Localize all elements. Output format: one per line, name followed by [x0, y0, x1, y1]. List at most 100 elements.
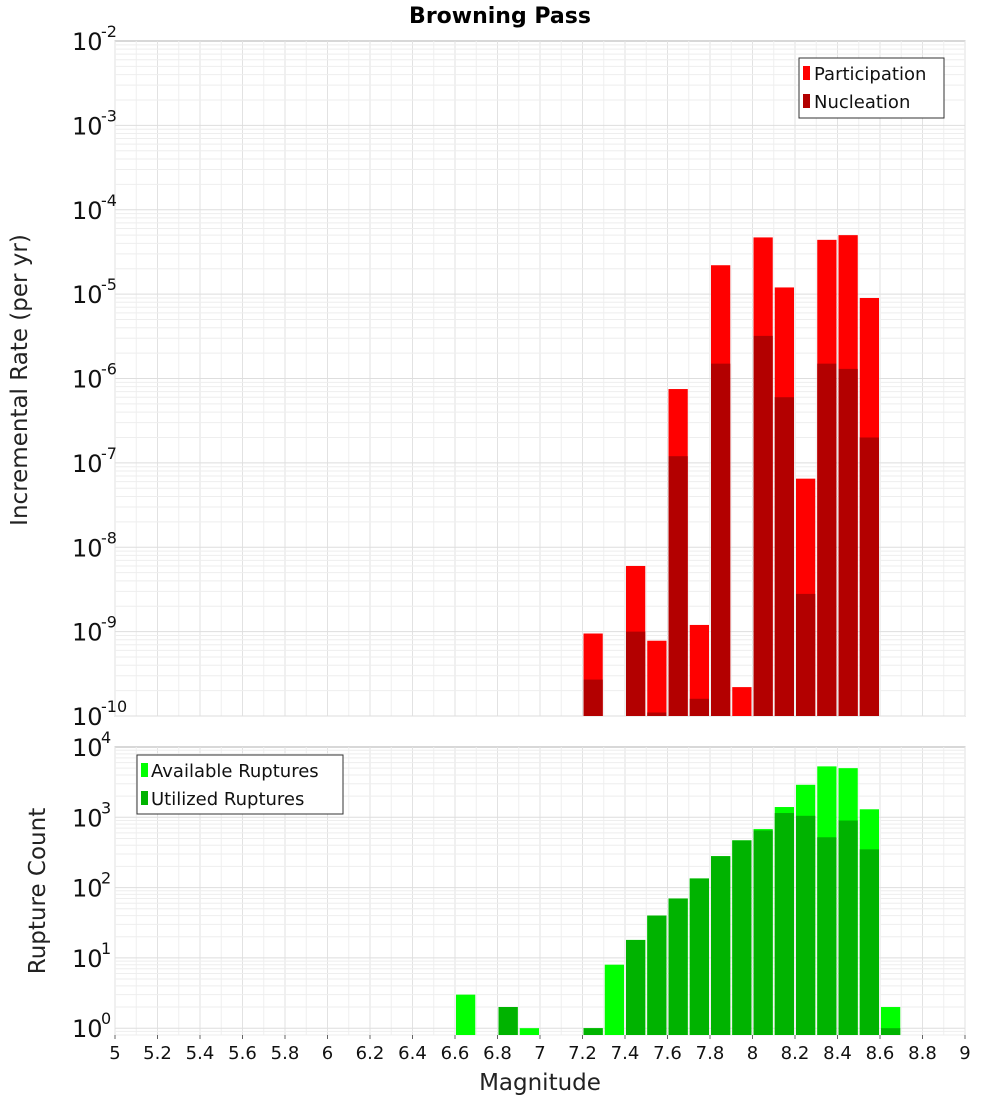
y-tick-label: 10	[72, 534, 103, 562]
y-tick-label: 10	[72, 619, 103, 647]
x-tick-label: 6.8	[483, 1043, 512, 1064]
x-tick-label: 6	[322, 1043, 333, 1064]
x-tick-label: 8.2	[781, 1043, 810, 1064]
legend-label-available: Available Ruptures	[151, 761, 319, 782]
y-tick-exponent: -9	[101, 613, 117, 632]
x-ticks: 5 5.2 5.4 5.6 5.8 6 6.2 6.4 6.6 6.8 7 7.2 7.4 7.6 7.8 8…	[109, 1035, 971, 1064]
bar-nucleation	[817, 363, 837, 716]
y-tick-label: 10	[72, 734, 103, 762]
x-tick-label: 8.4	[823, 1043, 852, 1064]
bar-utilized-ruptures	[647, 915, 667, 1035]
bar-nucleation	[796, 593, 816, 716]
top-grid	[114, 41, 966, 717]
legend-swatch-available	[141, 763, 148, 777]
x-tick-label: 7.6	[653, 1043, 682, 1064]
y-tick-label: 10	[72, 1015, 103, 1043]
bar-utilized-ruptures	[838, 820, 858, 1035]
y-tick-exponent: 0	[101, 1009, 111, 1028]
bar-available-ruptures	[604, 964, 624, 1035]
x-tick-label: 6.4	[398, 1043, 427, 1064]
bar-nucleation	[774, 397, 794, 716]
x-tick-label: 8.8	[908, 1043, 937, 1064]
bar-utilized-ruptures	[498, 1007, 518, 1035]
y-tick-label: 10	[72, 875, 103, 903]
bar-nucleation	[711, 363, 731, 716]
bar-utilized-ruptures	[753, 830, 773, 1035]
legend-label-participation: Participation	[814, 64, 926, 85]
y-tick-label: 10	[72, 450, 103, 478]
x-tick-label: 9	[959, 1043, 970, 1064]
y-tick-exponent: -2	[101, 22, 117, 41]
legend-swatch-utilized	[141, 791, 148, 805]
bar-participation	[689, 624, 709, 716]
legend-label-utilized: Utilized Ruptures	[151, 789, 304, 810]
bar-participation	[732, 687, 752, 716]
bar-available-ruptures	[456, 994, 476, 1035]
bar-nucleation	[838, 368, 858, 716]
bar-utilized-ruptures	[626, 939, 646, 1035]
y-tick-exponent: -5	[101, 275, 117, 294]
y-tick-exponent: -7	[101, 444, 117, 463]
y-tick-label: 10	[72, 112, 103, 140]
y-tick-exponent: -3	[101, 106, 117, 125]
bottom-y-axis-label: Rupture Count	[25, 808, 51, 974]
bar-utilized-ruptures	[774, 813, 794, 1035]
bar-participation	[647, 640, 667, 716]
chart-title: Browning Pass	[409, 4, 591, 29]
legend-swatch-participation	[803, 66, 810, 80]
bar-utilized-ruptures	[711, 856, 731, 1035]
x-tick-label: 6.2	[356, 1043, 385, 1064]
bar-nucleation	[859, 437, 879, 716]
y-tick-exponent: 4	[101, 728, 111, 747]
y-tick-exponent: -10	[101, 697, 127, 716]
x-tick-label: 5.8	[271, 1043, 300, 1064]
legend-label-nucleation: Nucleation	[814, 92, 910, 113]
bar-utilized-ruptures	[732, 840, 752, 1035]
bar-nucleation	[583, 679, 603, 716]
legend-swatch-nucleation	[803, 94, 810, 108]
y-tick-exponent: 3	[101, 798, 111, 817]
bar-available-ruptures	[519, 1028, 539, 1035]
bar-nucleation	[647, 712, 667, 716]
y-tick-exponent: -4	[101, 191, 117, 210]
top-y-axis-label: Incremental Rate (per yr)	[7, 234, 33, 526]
x-tick-label: 7.8	[696, 1043, 725, 1064]
bar-utilized-ruptures	[689, 878, 709, 1035]
bottom-legend-box	[136, 754, 344, 815]
y-tick-label: 10	[72, 945, 103, 973]
y-tick-label: 10	[72, 28, 103, 56]
top-legend-box	[798, 57, 945, 119]
y-tick-exponent: 1	[101, 939, 111, 958]
x-tick-label: 6.6	[441, 1043, 470, 1064]
x-tick-label: 7.2	[568, 1043, 597, 1064]
x-tick-label: 7	[534, 1043, 545, 1064]
bar-utilized-ruptures	[583, 1028, 603, 1035]
bar-utilized-ruptures	[859, 849, 879, 1035]
bottom-bars	[456, 766, 901, 1035]
x-tick-label: 7.4	[611, 1043, 640, 1064]
bar-nucleation	[689, 698, 709, 716]
bar-nucleation	[668, 456, 688, 716]
x-tick-label: 5.4	[186, 1043, 215, 1064]
x-tick-label: 8.6	[866, 1043, 895, 1064]
bottom-legend: Available Ruptures Utilized Ruptures	[136, 754, 344, 815]
y-tick-label: 10	[72, 703, 103, 731]
y-tick-exponent: -8	[101, 528, 117, 547]
top-bars	[583, 235, 879, 716]
x-tick-label: 5.6	[228, 1043, 257, 1064]
y-tick-exponent: 2	[101, 869, 111, 888]
y-tick-exponent: -6	[101, 360, 117, 379]
x-tick-label: 5	[109, 1043, 120, 1064]
bar-available-ruptures	[881, 1007, 901, 1035]
bar-utilized-ruptures	[881, 1028, 901, 1035]
top-legend: Participation Nucleation	[798, 57, 945, 119]
x-tick-label: 8	[747, 1043, 758, 1064]
y-tick-label: 10	[72, 804, 103, 832]
y-tick-label: 10	[72, 197, 103, 225]
x-axis-label: Magnitude	[479, 1070, 601, 1096]
y-tick-label: 10	[72, 366, 103, 394]
bar-utilized-ruptures	[668, 898, 688, 1035]
